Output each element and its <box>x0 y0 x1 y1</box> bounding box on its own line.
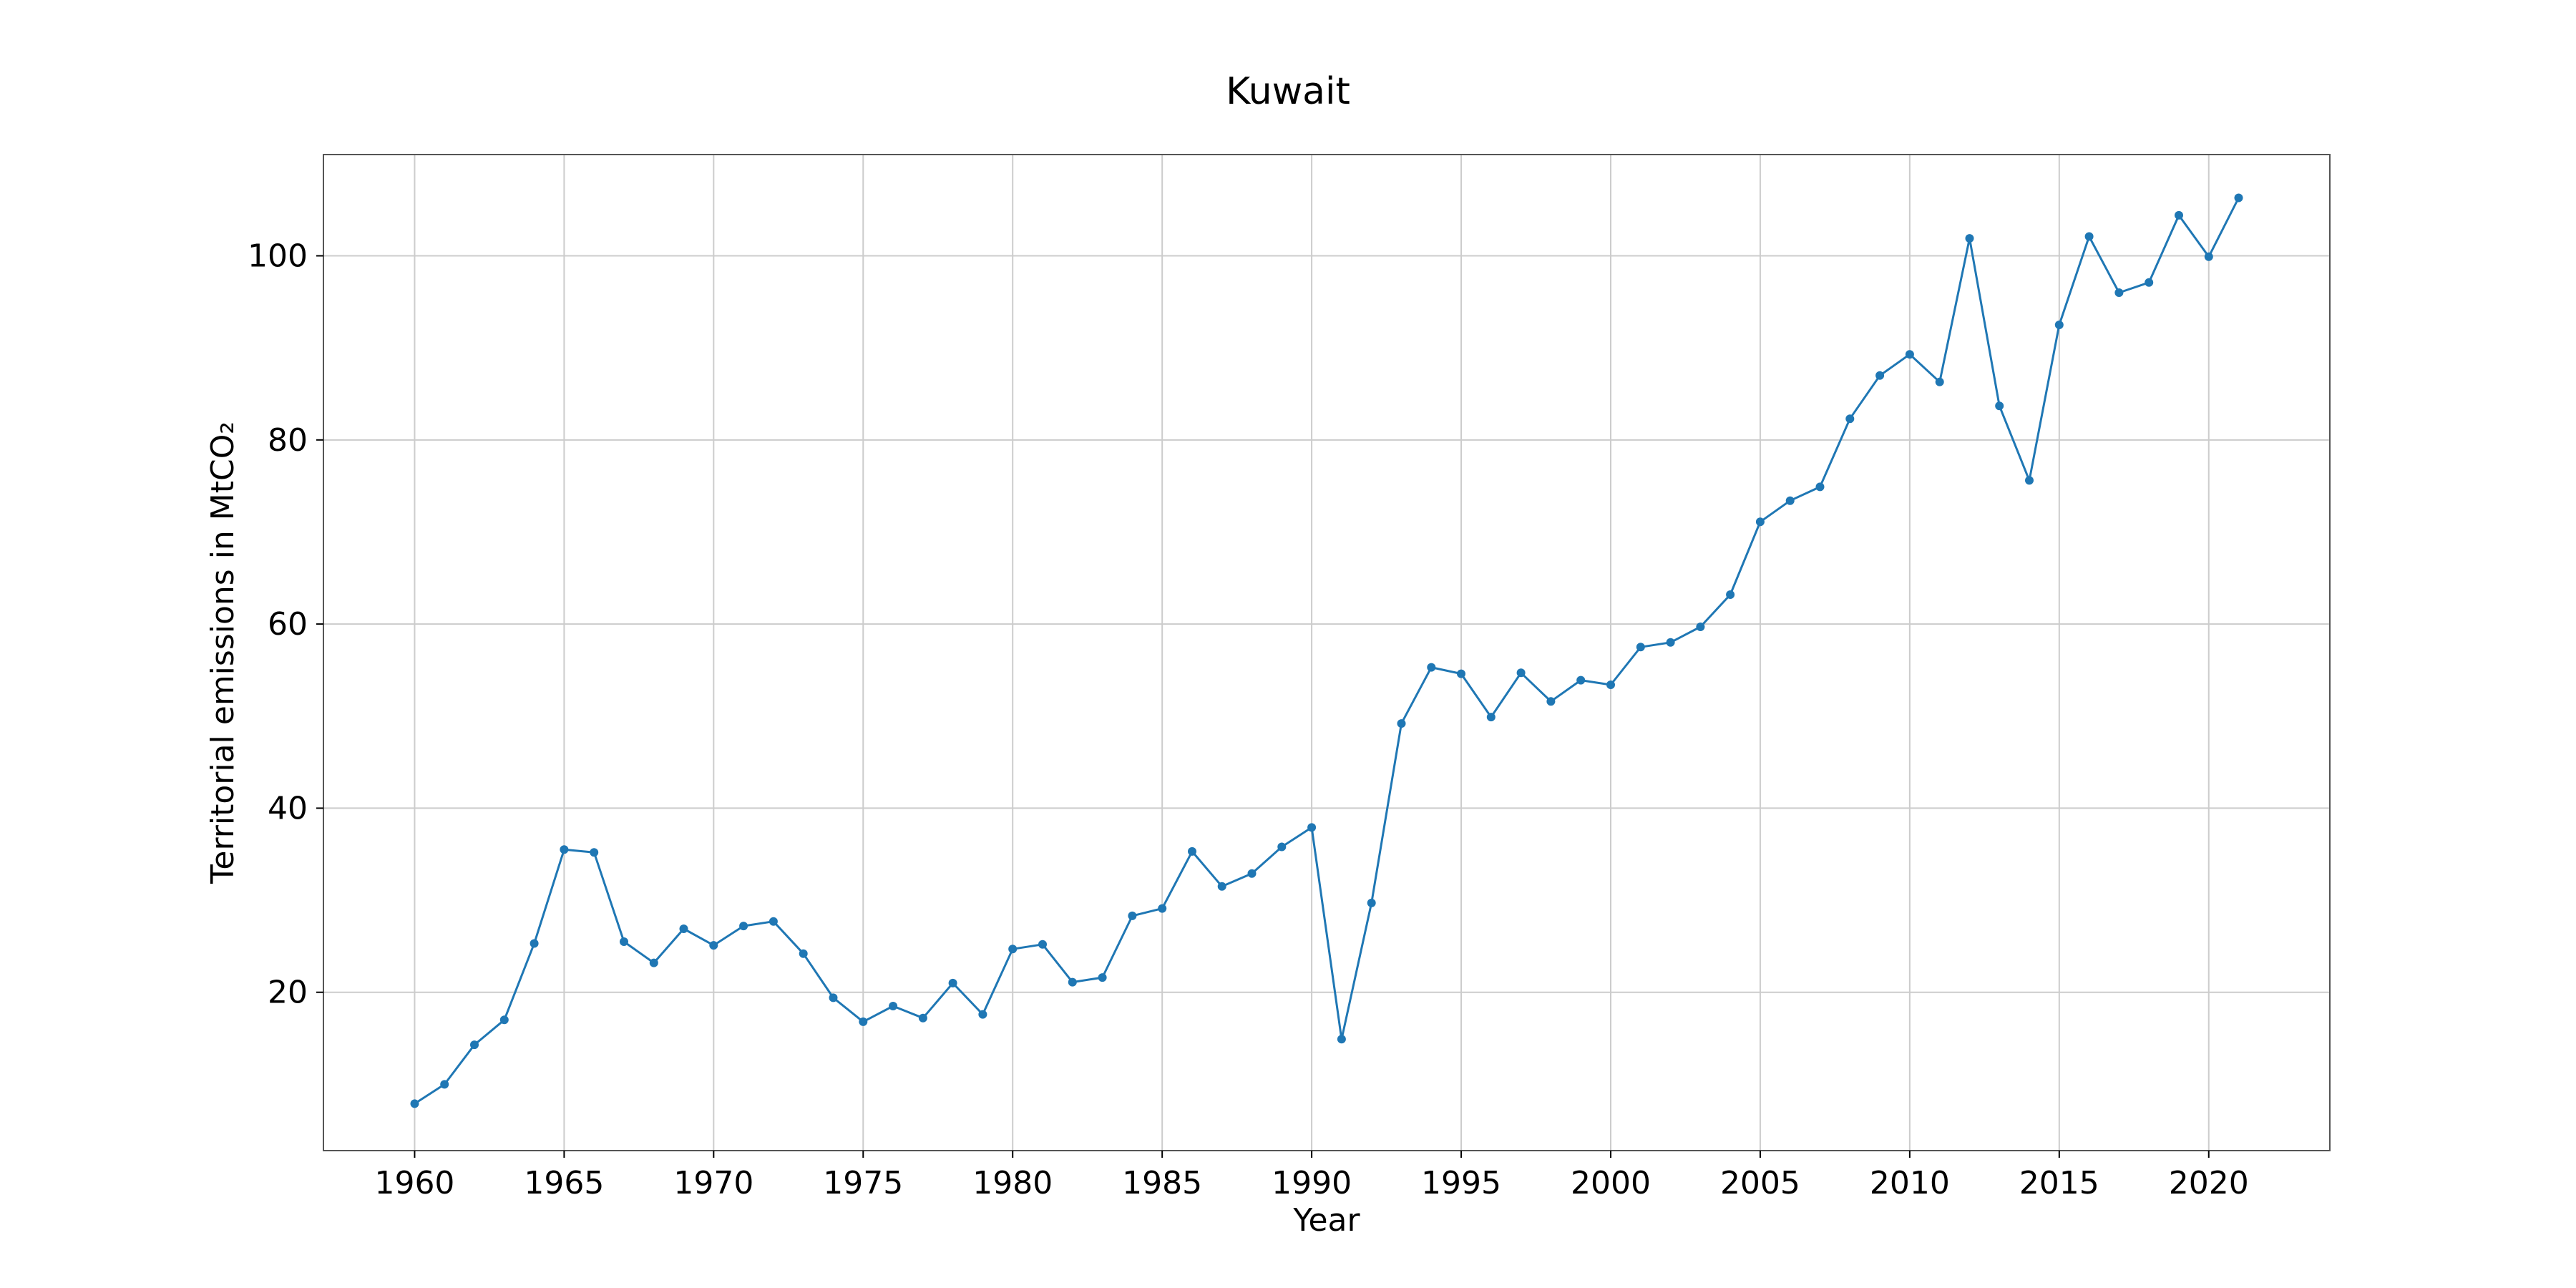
x-tick-label: 2020 <box>2169 1165 2249 1201</box>
data-point <box>2084 232 2094 241</box>
data-point <box>2114 288 2124 297</box>
data-point <box>1098 973 1107 982</box>
data-point <box>1247 869 1257 878</box>
data-point <box>499 1015 509 1025</box>
series-line <box>414 197 2240 1105</box>
y-tick-label: 60 <box>268 606 308 643</box>
data-point <box>2145 278 2154 287</box>
data-point <box>470 1040 479 1050</box>
data-point <box>1486 713 1496 722</box>
data-point <box>889 1002 898 1010</box>
x-axis-label: Year <box>1292 1202 1360 1239</box>
data-point <box>1068 977 1077 987</box>
data-point <box>1785 496 1795 505</box>
data-point <box>1815 482 1825 492</box>
data-point <box>1128 911 1137 920</box>
data-point <box>769 917 778 926</box>
data-point <box>918 1013 927 1023</box>
x-tick-label: 2010 <box>1870 1165 1950 1201</box>
data-point <box>1905 350 1914 359</box>
data-point <box>1666 638 1675 647</box>
chart-title: Kuwait <box>1226 70 1350 113</box>
data-point <box>1636 643 1645 652</box>
data-point <box>1845 414 1855 424</box>
data-point <box>948 978 957 987</box>
data-point <box>530 939 539 948</box>
x-tick-label: 1960 <box>374 1165 454 1201</box>
data-point <box>560 845 569 854</box>
series-layer <box>410 193 2243 1108</box>
data-point <box>1337 1035 1346 1044</box>
y-axis-label: Territorial emissions in MtCO₂ <box>205 421 241 884</box>
data-point <box>2204 252 2213 261</box>
x-tick-label: 2000 <box>1571 1165 1651 1201</box>
x-tick-label: 1975 <box>823 1165 903 1201</box>
data-point <box>2025 476 2034 485</box>
x-tick-label: 1970 <box>673 1165 753 1201</box>
data-point <box>1546 697 1556 706</box>
data-point <box>2234 193 2243 203</box>
data-point <box>1158 904 1167 913</box>
y-tick-label: 20 <box>268 975 308 1011</box>
x-tick-label: 2015 <box>2019 1165 2099 1201</box>
data-point <box>978 1010 987 1019</box>
data-point <box>709 941 718 950</box>
data-point <box>1755 517 1765 527</box>
plot-frame <box>323 154 2331 1151</box>
y-tick-label: 100 <box>248 238 308 275</box>
data-point <box>1427 663 1436 672</box>
data-point <box>1726 590 1735 599</box>
x-tick-label: 2005 <box>1720 1165 1800 1201</box>
data-point <box>1995 401 2004 411</box>
y-tick-label: 40 <box>268 790 308 826</box>
x-tick-label: 1985 <box>1122 1165 1202 1201</box>
x-tick-label: 1990 <box>1272 1165 1352 1201</box>
data-point <box>1875 371 1885 380</box>
data-point <box>739 922 748 931</box>
y-tick-label: 80 <box>268 422 308 459</box>
grid <box>323 155 2330 1151</box>
data-point <box>1965 234 1974 243</box>
x-tick-label: 1965 <box>524 1165 604 1201</box>
data-point <box>440 1080 449 1089</box>
x-tick-label: 1980 <box>972 1165 1053 1201</box>
data-point <box>2054 321 2064 329</box>
data-point <box>590 848 599 857</box>
data-point <box>679 924 688 933</box>
data-point <box>649 958 658 967</box>
data-point <box>620 937 628 946</box>
data-point <box>859 1017 868 1026</box>
data-point <box>1367 898 1376 907</box>
data-point <box>1188 847 1196 856</box>
data-point <box>1277 842 1287 852</box>
data-point <box>1217 882 1226 891</box>
data-point <box>410 1099 419 1108</box>
data-point <box>1307 823 1317 832</box>
data-point <box>1038 940 1047 949</box>
data-point <box>1008 945 1018 954</box>
data-point <box>2175 210 2183 220</box>
data-point <box>1576 675 1586 685</box>
data-point <box>1397 719 1406 728</box>
x-tick-label: 1995 <box>1421 1165 1501 1201</box>
data-point <box>799 949 808 958</box>
data-point <box>1606 680 1615 689</box>
data-point <box>1457 669 1465 678</box>
axis-ticks: 1960 1965 1970 1975 1980 1985 1990 1995 2000 2005… <box>248 238 2249 1201</box>
data-point <box>1696 623 1705 631</box>
data-point <box>1935 377 1944 386</box>
data-point <box>1516 668 1526 678</box>
data-point <box>829 993 838 1002</box>
